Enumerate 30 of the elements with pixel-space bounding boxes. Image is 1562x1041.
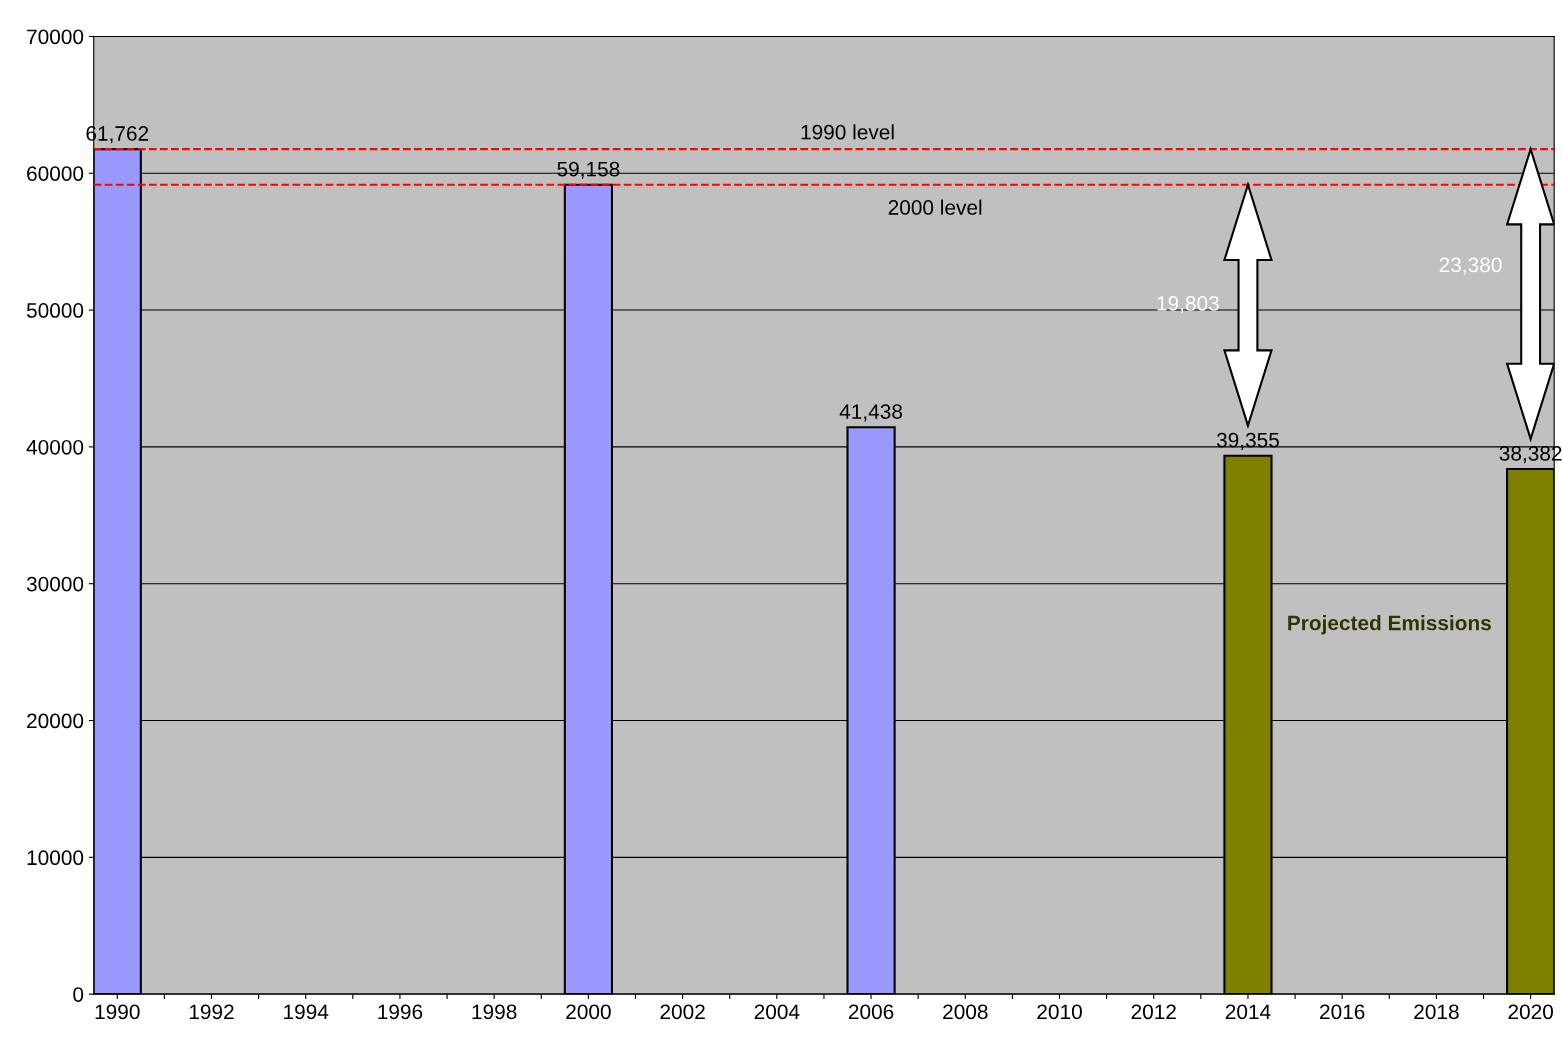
y-tick-label: 30000 <box>26 576 84 592</box>
data-label: 39,355 <box>1216 432 1279 450</box>
x-tick-label: 2004 <box>754 1004 800 1020</box>
ref-line-label: 1990 level <box>801 124 894 140</box>
x-tick-label: 2012 <box>1131 1004 1176 1020</box>
y-tick-label: 0 <box>73 987 84 1002</box>
x-tick-label: 1994 <box>284 1004 329 1020</box>
ref-line-label: 2000 level <box>888 199 982 215</box>
y-tick-label: 40000 <box>26 439 84 455</box>
y-tick-label: 70000 <box>27 29 84 45</box>
x-tick-label: 2014 <box>1225 1004 1271 1020</box>
x-tick-label: 1990 <box>95 1004 140 1020</box>
y-tick-label: 20000 <box>27 713 84 729</box>
x-tick-label: 2002 <box>660 1004 705 1020</box>
data-label: 41,438 <box>839 404 903 422</box>
y-tick-label: 10000 <box>27 850 84 866</box>
x-tick-label: 2020 <box>1508 1004 1553 1020</box>
annotation: 23,380 <box>1439 257 1502 275</box>
x-tick-label: 2010 <box>1037 1004 1082 1020</box>
annotation: Projected Emissions <box>1288 615 1491 635</box>
x-tick-label: 1998 <box>472 1004 517 1020</box>
x-tick-label: 2016 <box>1320 1004 1365 1020</box>
y-tick-label: 60000 <box>27 166 84 182</box>
x-tick-label: 2006 <box>848 1004 894 1020</box>
x-tick-label: 1996 <box>378 1004 423 1020</box>
x-tick-label: 2018 <box>1414 1004 1459 1020</box>
x-tick-label: 2000 <box>566 1004 611 1020</box>
y-tick-label: 50000 <box>26 303 84 318</box>
x-tick-label: 1992 <box>189 1004 234 1020</box>
x-tick-label: 2008 <box>943 1004 988 1020</box>
